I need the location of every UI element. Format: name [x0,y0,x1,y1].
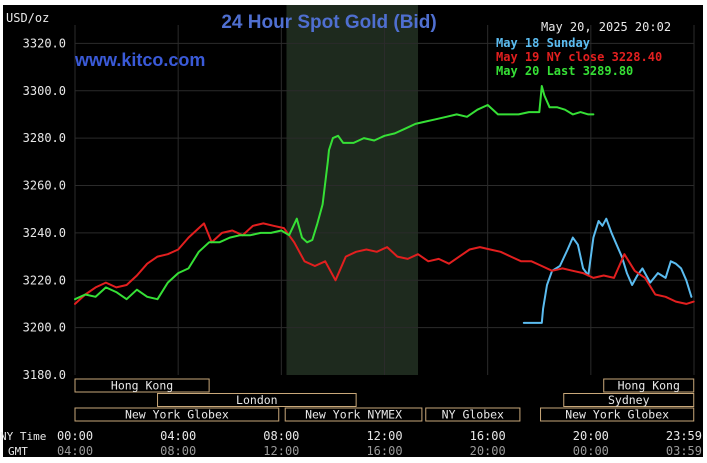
axes: 3180.0 3200.0 3220.0 3240.0 3260.0 3280.0 3300… [23,0,702,458]
grid-lines [74,25,695,375]
gmt-label: GMT [8,445,28,458]
x-tick-label-gmt: 00:00 [573,444,609,458]
session-box [540,407,695,422]
x-tick-label-ny: 16:00 [470,429,506,443]
legend-may-19: May 19 NY close 3228.40 [496,50,662,64]
session-label: New York NYMEX [305,408,402,422]
chart-timestamp: May 20, 2025 20:02 [541,20,671,34]
y-axis-unit: USD/oz [6,11,49,25]
nymex-session-band [286,5,419,375]
session-box [425,407,521,422]
chart-title: 24 Hour Spot Gold (Bid) [221,12,436,33]
legend-may-18: May 18 Sunday [496,36,590,50]
legend: May 18 Sunday May 19 NY close 3228.40 Ma… [496,36,662,78]
y-tick-label: 3280.0 [23,131,66,145]
x-tick-label-gmt: 12:00 [263,444,299,458]
x-tick-label-ny: 04:00 [160,429,196,443]
x-tick-label-gmt: 20:00 [470,444,506,458]
session-label: New York Globex [565,408,669,422]
x-tick-label-gmt: 16:00 [366,444,402,458]
y-tick-label: 3300.0 [23,84,66,98]
y-tick-label: 3340.0 [23,0,66,3]
session-label: New York Globex [125,408,229,422]
ny-time-label: NY Time [0,430,46,443]
x-tick-label-gmt: 08:00 [160,444,196,458]
x-tick-label-gmt: 04:00 [57,444,93,458]
x-tick-label-ny: 23:59 [666,429,702,443]
session-box [284,407,423,422]
session-label: Hong Kong [618,379,680,393]
x-tick-label-ny: 08:00 [263,429,299,443]
x-tick-label-ny: 20:00 [573,429,609,443]
price-series [74,85,695,324]
session-label: London [236,393,278,407]
series-may-20 [74,85,595,301]
y-tick-label: 3320.0 [23,36,66,50]
series-may-18 [522,217,693,324]
session-box [74,378,210,393]
y-tick-label: 3260.0 [23,179,66,193]
y-tick-label: 3200.0 [23,321,66,335]
watermark-url: www.kitco.com [74,50,205,70]
trading-sessions: Hong Kong London New York Globex New York N… [74,378,695,422]
x-tick-label-gmt: 03:59 [666,444,702,458]
session-box [603,378,695,393]
session-label: NY Globex [442,408,504,422]
series-may-19 [74,222,695,305]
y-tick-label: 3240.0 [23,226,66,240]
session-box [157,393,357,407]
x-tick-label-ny: 12:00 [366,429,402,443]
session-box [563,393,695,407]
x-tick-label-ny: 00:00 [57,429,93,443]
legend-may-20: May 20 Last 3289.80 [496,64,633,78]
session-label: Hong Kong [111,379,173,393]
y-tick-label: 3180.0 [23,368,66,382]
session-label: Sydney [608,393,650,407]
y-tick-label: 3220.0 [23,273,66,287]
session-box [74,407,280,422]
